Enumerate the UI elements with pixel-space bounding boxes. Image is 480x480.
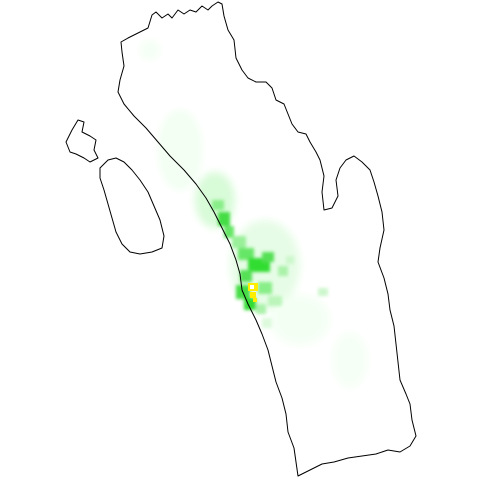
northern-island-outline	[65, 119, 99, 163]
coastline-layer	[65, 1, 417, 477]
hotspot	[248, 283, 258, 302]
heat-layer	[140, 40, 368, 388]
mainland-outline	[117, 1, 417, 477]
southern-island-outline	[99, 157, 165, 255]
